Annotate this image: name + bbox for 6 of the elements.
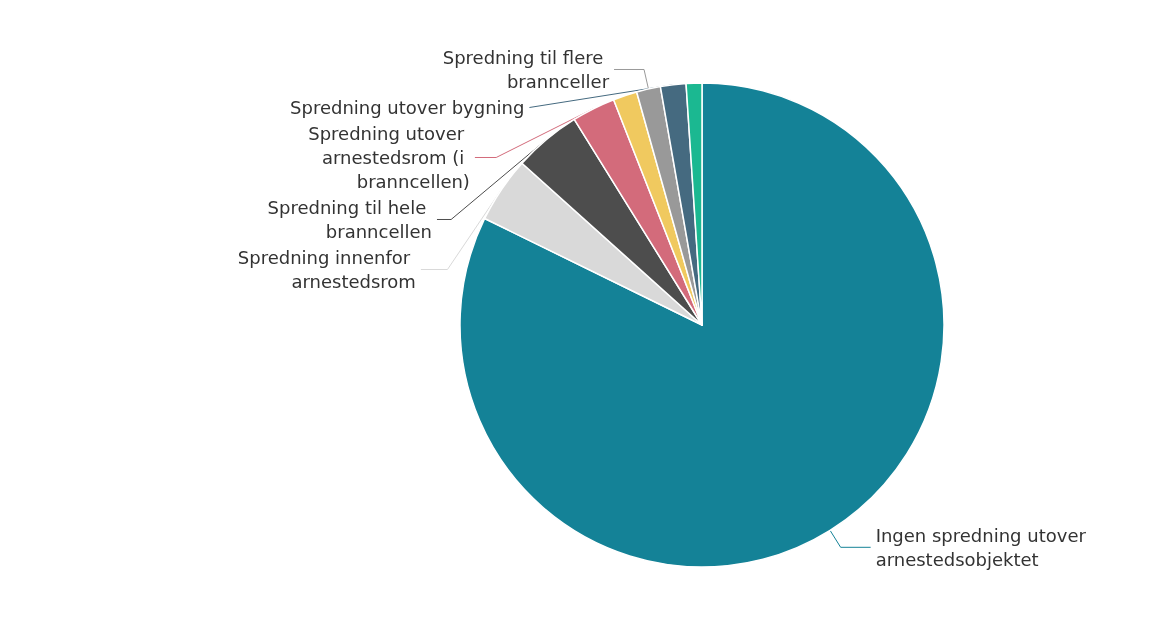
slice-label: Spredning utover bygning — [290, 96, 525, 118]
slice-label: Ingen spredning utover arnestedsobjektet — [875, 524, 1092, 570]
slice-label: Spredning innenfor arnestedsrom — [237, 246, 416, 292]
slice-label: Spredning til flere brannceller — [442, 46, 610, 92]
slice-label: Spredning til hele branncellen — [267, 196, 432, 242]
slice-label: Spredning utover arnestedsrom (i branncellen) — [308, 122, 470, 192]
